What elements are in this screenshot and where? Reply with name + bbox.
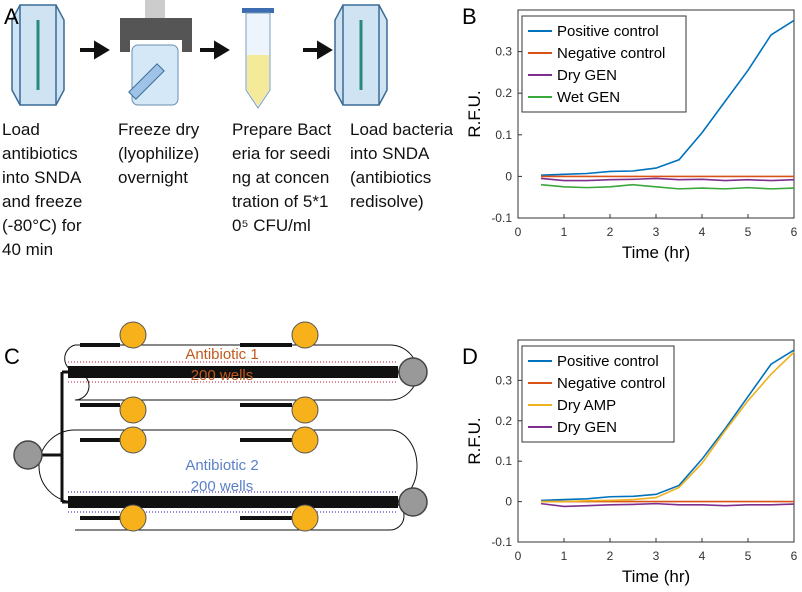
legend-label: Dry GEN (557, 67, 617, 84)
x-tick-label: 3 (653, 225, 660, 239)
step-text: Prepare Bacteria for seeding at concentr… (232, 120, 332, 235)
step-text: Load bacteria into SNDA (antibiotics red… (350, 120, 454, 211)
x-tick-label: 5 (745, 225, 752, 239)
legend-label: Positive control (557, 23, 659, 40)
x-tick-label: 2 (607, 549, 614, 563)
legend-label: Wet GEN (557, 89, 620, 106)
legend-label: Positive control (557, 353, 659, 370)
series-line (540, 19, 795, 176)
series-line (541, 351, 795, 503)
panel-label: C (4, 344, 20, 369)
diagram-label: Antibiotic 2 (185, 457, 258, 474)
panel-label: A (4, 4, 19, 29)
y-tick-label: 0.3 (495, 45, 512, 59)
y-tick-label: 0 (505, 169, 512, 183)
x-tick-label: 1 (561, 549, 568, 563)
x-axis-label: Time (hr) (622, 567, 690, 586)
series-line (540, 177, 795, 182)
y-tick-label: 0 (505, 495, 512, 509)
x-tick-label: 5 (745, 549, 752, 563)
x-tick-label: 4 (699, 225, 706, 239)
legend-label: Dry GEN (557, 419, 617, 436)
legend-label: Dry AMP (557, 397, 616, 414)
x-axis-label: Time (hr) (622, 243, 690, 262)
series-line (540, 183, 795, 190)
port (13, 357, 428, 517)
step-text: Freeze dry (lyophilize) overnight (118, 120, 200, 187)
series-line (540, 349, 795, 502)
legend-label: Negative control (557, 45, 665, 62)
panel-label: D (462, 344, 478, 369)
y-tick-label: -0.1 (491, 211, 512, 225)
arrow (80, 40, 333, 60)
y-tick-label: -0.1 (491, 535, 512, 549)
legend-label: Negative control (557, 375, 665, 392)
x-tick-label: 4 (699, 549, 706, 563)
diagram-label: 200 wells (191, 478, 254, 495)
y-axis-label: R.F.U. (465, 417, 484, 464)
x-tick-label: 6 (791, 225, 798, 239)
x-tick-label: 2 (607, 225, 614, 239)
y-tick-label: 0.3 (495, 373, 512, 387)
series-line (540, 502, 795, 508)
y-tick-label: 0.1 (495, 128, 512, 142)
tube-icon (242, 8, 274, 109)
x-tick-label: 3 (653, 549, 660, 563)
x-tick-label: 1 (561, 225, 568, 239)
diagram-label: Antibiotic 1 (185, 346, 258, 363)
x-tick-label: 6 (791, 549, 798, 563)
reservoir (119, 321, 319, 532)
y-tick-label: 0.2 (495, 86, 512, 100)
diagram-label: 200 wells (191, 367, 254, 384)
y-tick-label: 0.2 (495, 414, 512, 428)
x-tick-label: 0 (515, 225, 522, 239)
panel-label: B (462, 4, 477, 29)
chip-channel (36, 20, 363, 90)
y-axis-label: R.F.U. (465, 90, 484, 137)
chip-icon (11, 4, 388, 106)
freeze-dryer-icon (120, 0, 192, 106)
y-tick-label: 0.1 (495, 454, 512, 468)
x-tick-label: 0 (515, 549, 522, 563)
step-text: Load antibiotics into SNDA and freeze (-… (2, 120, 83, 259)
